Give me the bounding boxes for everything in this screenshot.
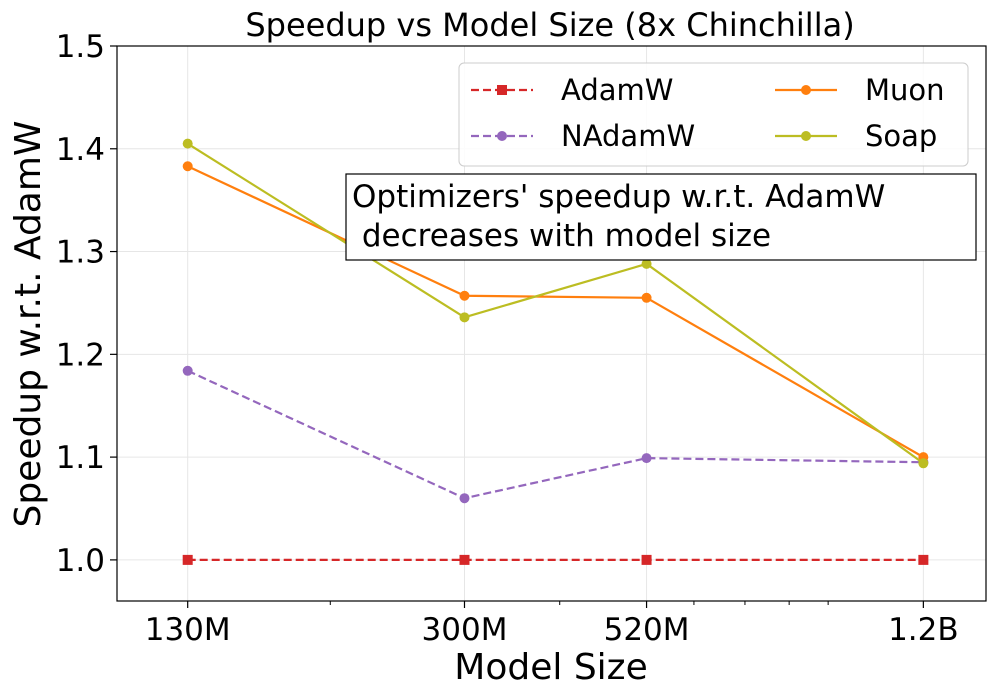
data-point-adamw [459, 554, 470, 565]
legend-marker-muon [801, 85, 811, 95]
data-point-adamw [182, 554, 193, 565]
series-line-soap [187, 142, 925, 465]
legend-item-adamw: AdamW [471, 73, 673, 107]
y-tick-label: 1.3 [56, 235, 105, 271]
x-axis-label: Model Size [454, 647, 647, 688]
y-axis: 1.0 1.1 1.2 1.3 1.4 1.5 [56, 29, 117, 579]
legend-label-muon: Muon [865, 73, 945, 107]
data-point-muon [459, 290, 470, 301]
data-point-soap [918, 458, 929, 469]
data-point-nadamw [459, 493, 470, 504]
legend-item-muon: Muon [775, 73, 945, 107]
annotation-line-2: decreases with model size [352, 218, 771, 254]
data-point-adamw [918, 554, 929, 565]
data-point-nadamw [182, 365, 193, 376]
data-point-nadamw [641, 453, 652, 464]
chart-title: Speedup vs Model Size (8x Chinchilla) [245, 6, 854, 44]
legend-label-nadamw: NAdamW [561, 119, 695, 153]
plot-frame [116, 45, 987, 602]
legend-label-adamw: AdamW [561, 73, 673, 107]
legend-label-soap: Soap [865, 119, 937, 153]
legend-item-soap: Soap [775, 119, 937, 153]
x-tick-label: 300M [422, 612, 508, 648]
x-axis: 130M 300M 520M 1.2B [145, 601, 959, 648]
data-point-soap [459, 312, 470, 323]
series-soap [182, 138, 929, 469]
y-tick-label: 1.1 [56, 440, 105, 476]
x-tick-label: 130M [145, 612, 231, 648]
legend-marker-soap [801, 131, 811, 141]
x-tick-label: 520M [604, 612, 690, 648]
y-tick-label: 1.2 [56, 337, 105, 373]
legend-marker-nadamw [497, 131, 507, 141]
legend-item-nadamw: NAdamW [471, 119, 695, 153]
y-tick-label: 1.4 [56, 132, 105, 168]
series-adamw [182, 554, 929, 565]
y-axis-label: Speedup w.r.t. AdamW [8, 120, 49, 527]
data-point-muon [182, 161, 193, 172]
legend: AdamW NAdamW Muon Soap [458, 62, 969, 167]
x-tick-label: 1.2B [888, 612, 959, 648]
annotation-box: Optimizers' speedup w.r.t. AdamW decreas… [345, 173, 977, 261]
legend-frame [458, 62, 969, 167]
y-tick-label: 1.5 [56, 29, 105, 65]
data-point-soap [641, 258, 652, 269]
annotation-frame [345, 173, 977, 261]
y-tick-label: 1.0 [56, 543, 105, 579]
series-layer [182, 138, 929, 565]
annotation-line-1: Optimizers' speedup w.r.t. AdamW [352, 179, 885, 215]
series-line-nadamw [187, 369, 924, 500]
data-point-muon [641, 292, 652, 303]
data-point-soap [182, 138, 193, 149]
legend-marker-adamw [497, 85, 507, 95]
data-point-adamw [641, 554, 652, 565]
